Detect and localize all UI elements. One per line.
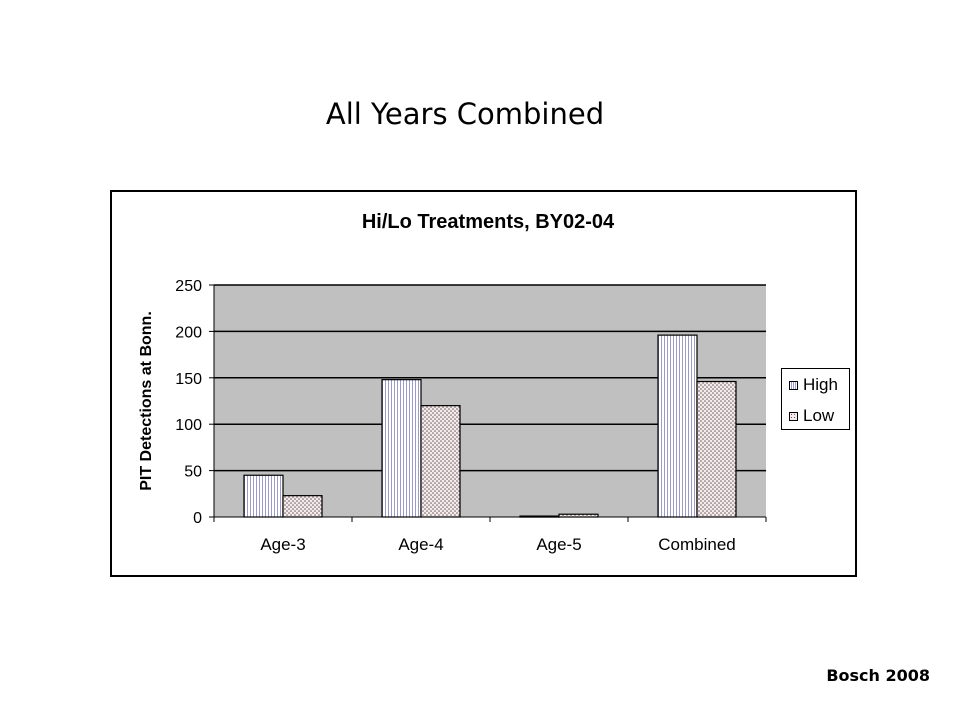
footer-credit: Bosch 2008 xyxy=(826,666,930,685)
y-tick-label: 100 xyxy=(175,417,202,434)
legend-item-low: Low xyxy=(789,405,834,427)
bar-high-age-4 xyxy=(381,379,422,518)
bar-high-combined xyxy=(657,334,698,518)
bar-low-age-4 xyxy=(420,405,461,518)
x-tick-label-combined: Combined xyxy=(658,535,736,554)
legend: High Low xyxy=(781,368,850,430)
y-ticks: 0 50 100 150 200 250 xyxy=(175,278,214,527)
y-tick-label: 200 xyxy=(175,324,202,341)
legend-item-high: High xyxy=(789,374,838,396)
y-axis-label: PIT Detections at Bonn. xyxy=(138,311,155,491)
y-tick-label: 50 xyxy=(184,464,202,481)
chart-title: Hi/Lo Treatments, BY02-04 xyxy=(362,211,615,233)
bar-high-age-3 xyxy=(243,474,284,518)
legend-swatch-low xyxy=(789,411,798,421)
y-tick-label: 250 xyxy=(175,278,202,295)
x-tick-label-age-4: Age-4 xyxy=(398,535,443,554)
x-tick-label-age-5: Age-5 xyxy=(536,535,581,554)
legend-swatch-high xyxy=(789,380,798,390)
x-tick-label-age-3: Age-3 xyxy=(260,535,305,554)
legend-label-low: Low xyxy=(803,406,835,425)
x-ticks: Age-3 Age-4 Age-5 Combined xyxy=(213,517,767,554)
y-tick-label: 150 xyxy=(175,371,202,388)
bar-low-age-3 xyxy=(282,495,323,518)
legend-label-high: High xyxy=(803,375,838,394)
y-tick-label: 0 xyxy=(193,510,202,527)
bar-low-combined xyxy=(696,380,737,518)
slide-title: All Years Combined xyxy=(325,97,605,131)
